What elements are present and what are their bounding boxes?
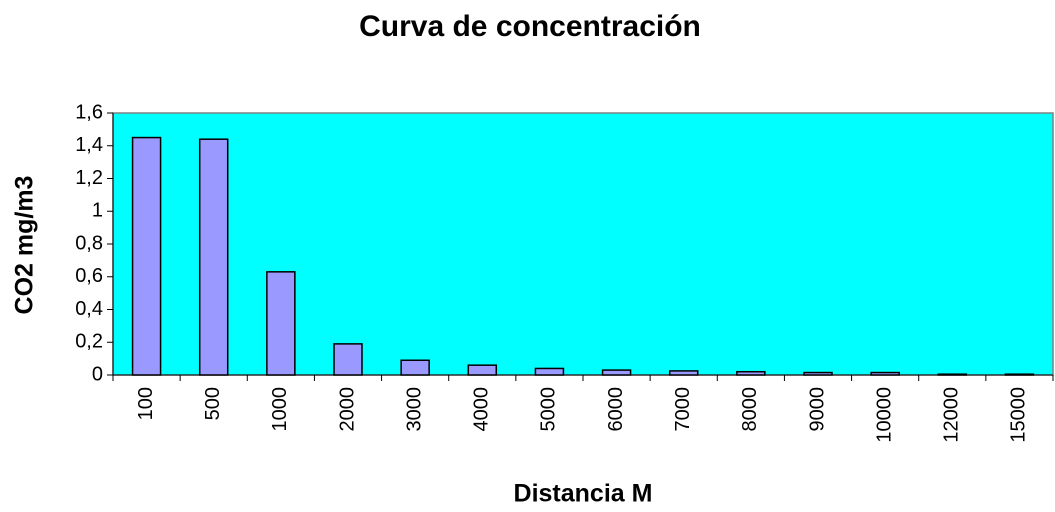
x-tick-label: 100 — [135, 387, 157, 420]
bar — [937, 373, 968, 376]
y-tick-label: 0,4 — [75, 298, 103, 320]
plot-area — [112, 112, 1054, 376]
bar — [1004, 373, 1035, 376]
x-tick-label: 15000 — [1008, 387, 1030, 443]
y-tick-label: 0 — [92, 363, 103, 385]
y-tick-label: 0,2 — [75, 331, 103, 353]
x-tick-label: 2000 — [336, 387, 358, 432]
x-axis-title: Distancia M — [514, 480, 653, 508]
x-tick-label: 500 — [202, 387, 224, 420]
y-axis-title: CO2 mg/m3 — [11, 176, 39, 315]
bar — [198, 138, 229, 376]
bar — [736, 370, 766, 376]
y-tick-label: 1 — [92, 200, 103, 222]
bar — [266, 271, 296, 376]
chart-title: Curva de concentración — [359, 10, 701, 43]
x-tick-label: 10000 — [873, 387, 895, 443]
x-tick-label: 6000 — [605, 387, 627, 432]
x-tick-label: 1000 — [269, 387, 291, 432]
bar — [601, 369, 632, 376]
y-tick-label: 0,8 — [75, 232, 103, 254]
x-tick-label: 7000 — [672, 387, 694, 432]
bar — [131, 136, 162, 376]
bar — [803, 371, 833, 376]
bar — [668, 370, 699, 376]
x-tick-label: 4000 — [471, 387, 493, 432]
x-tick-label: 12000 — [941, 387, 963, 443]
bar — [400, 359, 430, 376]
x-tick-label: 9000 — [806, 387, 828, 432]
x-tick-label: 8000 — [739, 387, 761, 432]
bar — [467, 364, 498, 376]
y-tick-label: 1,2 — [75, 167, 103, 189]
bar — [333, 343, 363, 376]
bar — [534, 367, 565, 376]
y-tick-label: 1,6 — [75, 101, 103, 123]
y-tick-label: 1,4 — [75, 134, 103, 156]
x-tick-label: 5000 — [538, 387, 560, 432]
y-tick-label: 0,6 — [75, 265, 103, 287]
x-tick-label: 3000 — [403, 387, 425, 432]
bar — [870, 371, 900, 376]
